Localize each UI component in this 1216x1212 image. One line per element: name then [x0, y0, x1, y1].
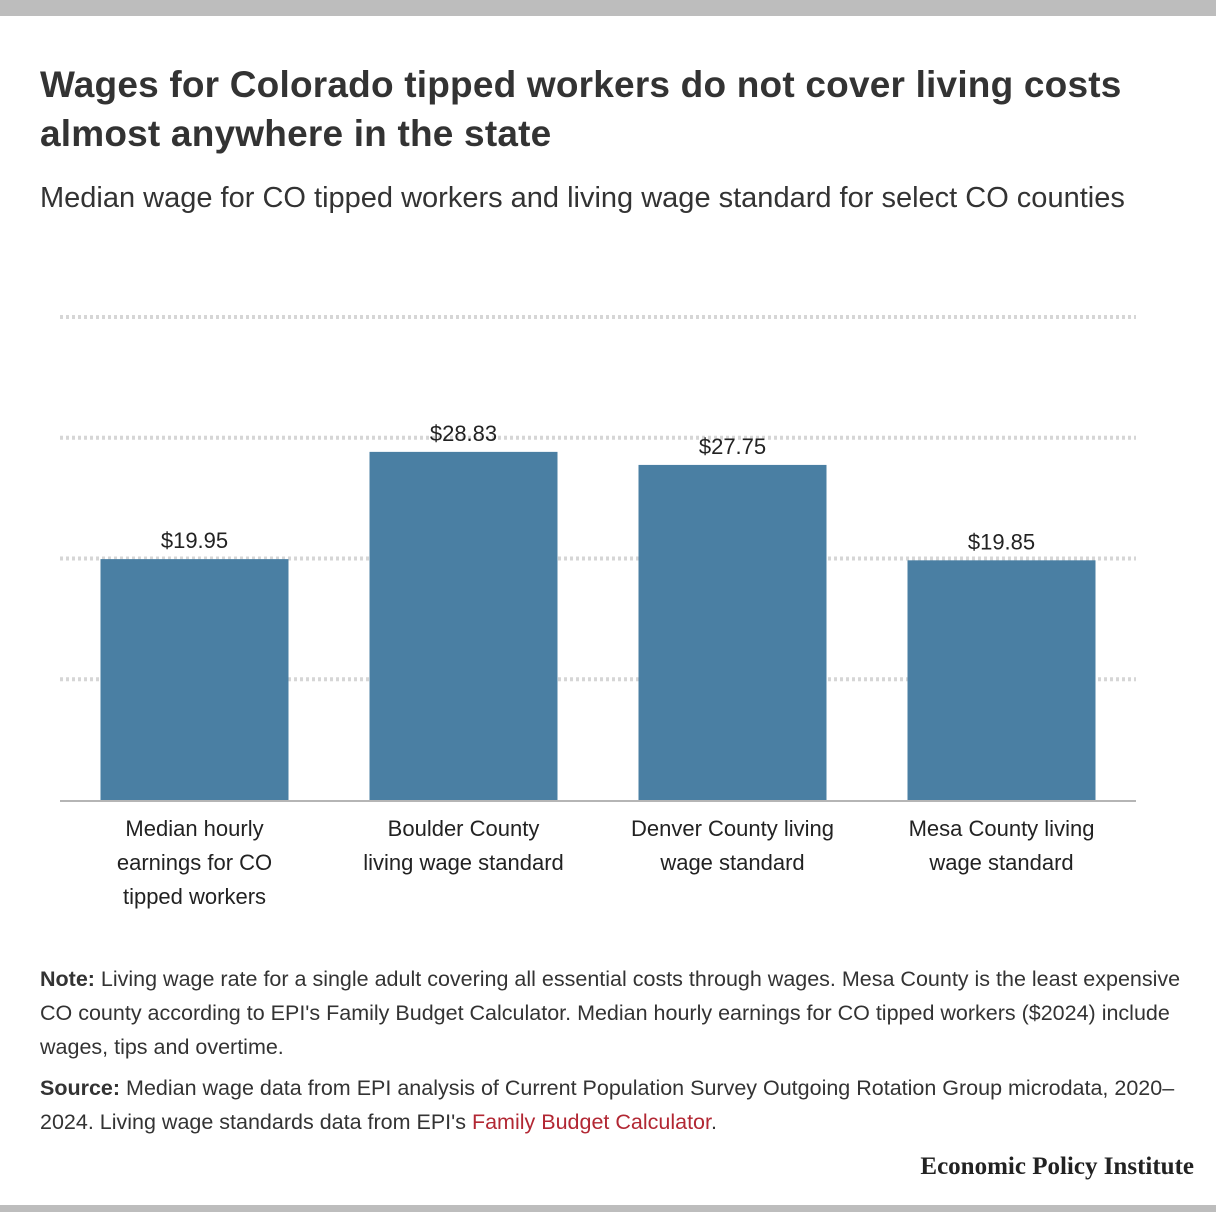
bar-1 [369, 451, 558, 800]
value-label-1: $28.83 [430, 421, 497, 446]
bar-2 [638, 464, 827, 800]
category-label-line: Median hourly [125, 816, 263, 841]
category-label-line: earnings for CO [117, 850, 272, 875]
source-end: . [710, 1110, 717, 1134]
category-label-line: wage standard [928, 850, 1073, 875]
note-paragraph: Note: Living wage rate for a single adul… [40, 962, 1190, 1064]
source-text: Median wage data from EPI analysis of Cu… [40, 1076, 1175, 1134]
note-text: Living wage rate for a single adult cove… [40, 967, 1181, 1059]
category-label-1: Boulder County living wage standard [363, 816, 564, 875]
epi-brand: Economic Policy Institute [920, 1153, 1194, 1180]
family-budget-calculator-link[interactable]: Family Budget Calculator [471, 1110, 711, 1134]
category-label-line: living wage standard [363, 850, 564, 875]
value-label-0: $19.95 [161, 528, 228, 553]
category-labels: Median hourly earnings for CO tipped worke… [117, 816, 1095, 909]
category-label-2: Denver County living wage standard [631, 816, 834, 875]
category-label-0: Median hourly earnings for CO tipped worke… [117, 816, 272, 909]
value-label-3: $19.85 [968, 529, 1035, 554]
bars [100, 451, 1096, 800]
category-label-line: Boulder County [388, 816, 540, 841]
source-label: Source: [40, 1076, 121, 1100]
category-label-line: Mesa County living [909, 816, 1095, 841]
bottom-rule [0, 1205, 1216, 1212]
category-label-line: tipped workers [123, 884, 266, 909]
bar-chart: $19.95 $28.83 $27.75 $19.85 Median hourly ea… [60, 315, 1136, 909]
chart-subtitle: Median wage for CO tipped workers and li… [40, 182, 1125, 214]
category-label-line: Denver County living [631, 816, 834, 841]
bar-3 [907, 560, 1096, 800]
notes-block: Note: Living wage rate for a single adul… [40, 962, 1190, 1146]
source-paragraph: Source: Median wage data from EPI analys… [40, 1071, 1190, 1139]
value-label-2: $27.75 [699, 434, 766, 459]
top-rule [0, 0, 1216, 16]
chart-title: Wages for Colorado tipped workers do not… [40, 64, 1122, 154]
bar-0 [100, 559, 289, 800]
category-label-3: Mesa County living wage standard [909, 816, 1095, 875]
category-label-line: wage standard [659, 850, 804, 875]
value-labels: $19.95 $28.83 $27.75 $19.85 [161, 421, 1035, 554]
note-label: Note: [40, 967, 95, 991]
